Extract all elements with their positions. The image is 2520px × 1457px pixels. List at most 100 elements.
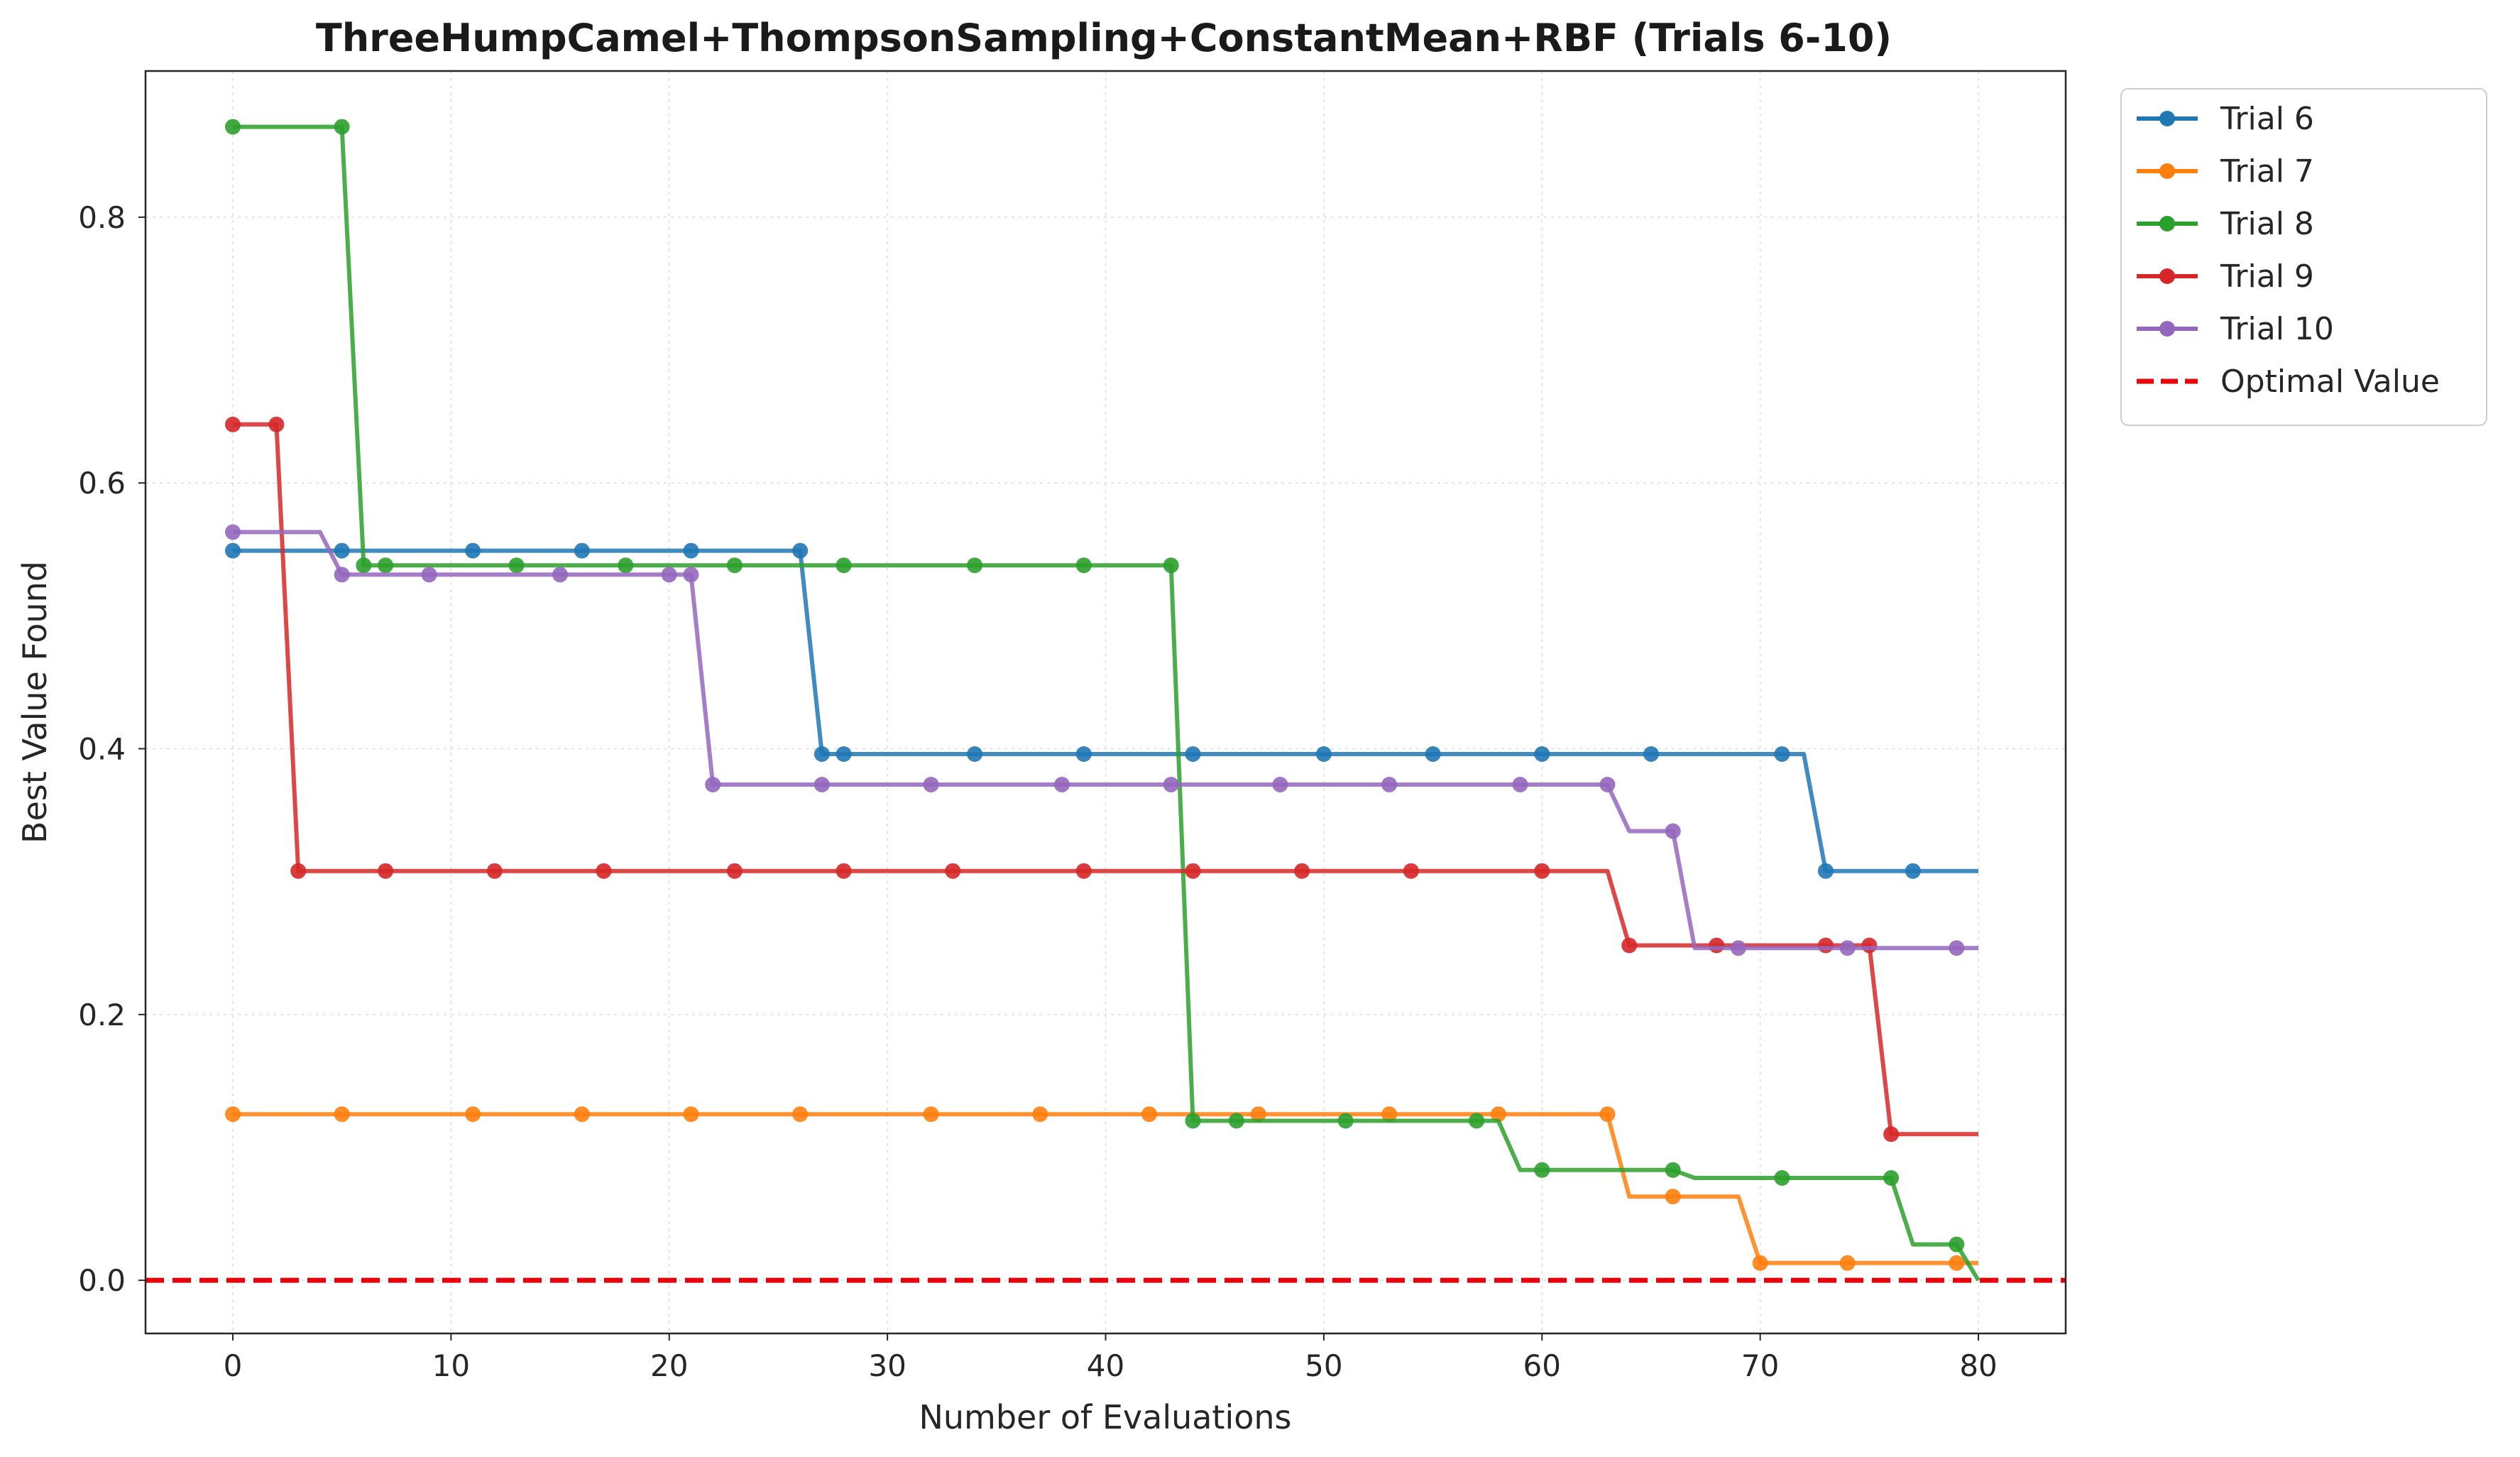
y-tick-label: 0.6 [78,466,126,501]
y-tick-label: 0.4 [78,732,126,767]
data-point [225,524,241,540]
legend-marker [2159,163,2175,179]
data-point [1272,777,1288,792]
x-tick-label: 20 [650,1348,688,1383]
data-point [967,557,983,574]
data-point [1905,863,1921,879]
legend-marker [2159,216,2175,231]
data-point [1054,777,1070,792]
data-point [1141,1106,1157,1123]
x-tick-label: 70 [1741,1348,1779,1383]
data-point [1752,1255,1768,1271]
data-point [1599,777,1616,792]
data-point [1883,1170,1900,1186]
x-tick-label: 50 [1305,1348,1342,1383]
series-line [233,1112,1978,1265]
data-point [1250,1106,1266,1123]
legend-label: Trial 9 [2220,258,2314,295]
series-line [233,530,1978,951]
legend-label: Trial 8 [2220,206,2314,242]
data-point [792,542,809,559]
data-point [945,863,961,879]
data-point [1861,937,1878,954]
legend-marker [2159,321,2175,337]
data-point [465,1106,481,1123]
data-point [1883,1126,1900,1142]
x-axis-ticks: 0 10 20 30 40 50 60 70 80 [224,1333,1998,1383]
data-point [923,1106,939,1123]
data-point [334,542,350,559]
data-point [486,863,503,879]
data-point [1817,937,1834,954]
data-point [1381,777,1398,792]
data-point [813,746,830,762]
chart-title: ThreeHumpCamel+ThompsonSampling+Constant… [316,16,1892,60]
legend-entry: Optimal Value [2137,364,2440,400]
data-point [1949,1236,1965,1253]
data-point [705,777,721,792]
data-point [1403,863,1419,879]
data-point [1425,746,1441,762]
data-point [1534,746,1550,762]
data-point [1665,1162,1681,1178]
y-tick-label: 0.2 [78,998,126,1032]
data-point [1665,823,1681,839]
data-point [378,557,394,574]
data-point [225,542,241,559]
data-point [1774,746,1790,762]
data-point [290,863,307,879]
y-axis-ticks: 0.0 0.2 0.4 0.6 0.8 [78,200,146,1298]
series-trial-7 [225,1106,1978,1271]
data-point [334,119,350,135]
data-point [268,416,285,432]
data-point [1163,777,1179,792]
data-point [1381,1106,1398,1123]
data-point [726,557,743,574]
data-point [1337,1113,1354,1129]
data-point [813,777,830,792]
data-point [1709,937,1725,954]
y-tick-label: 0.8 [78,200,126,235]
data-point [574,542,590,559]
series-trial-8 [225,119,1981,1282]
data-point [1075,746,1092,762]
series-line [233,548,1978,873]
data-point [836,557,852,574]
data-point [836,746,852,762]
data-point [1774,1170,1790,1186]
data-point [792,1106,809,1123]
y-tick-label: 0.0 [78,1263,126,1298]
legend-marker [2159,111,2175,126]
data-point [1949,1255,1965,1271]
data-point [683,1106,699,1123]
data-point [334,567,350,583]
data-point [552,567,568,583]
x-tick-label: 60 [1523,1348,1561,1383]
data-point [465,542,481,559]
series-group [225,119,1981,1282]
legend-label: Trial 7 [2220,153,2314,190]
data-point [923,777,939,792]
data-point [378,863,394,879]
x-tick-label: 0 [224,1348,243,1383]
legend-label: Trial 6 [2220,101,2314,137]
data-point [1599,1106,1616,1123]
data-point [508,557,525,574]
data-point [334,1106,350,1123]
x-tick-label: 30 [868,1348,906,1383]
legend-entry: Trial 10 [2137,311,2334,347]
data-point [1075,863,1092,879]
data-point [1294,863,1310,879]
legend: Trial 6 Trial 7 Trial 8 Trial 9 Trial 10 Opti… [2120,88,2487,426]
legend-entry: Trial 6 [2137,101,2314,137]
data-point [1185,863,1201,879]
legend-entry: Trial 8 [2137,206,2314,242]
data-point [683,542,699,559]
data-point [225,416,241,432]
data-point [1490,1106,1506,1123]
data-point [356,557,372,574]
series-trial-9 [225,416,1978,1142]
data-point [1469,1113,1485,1129]
